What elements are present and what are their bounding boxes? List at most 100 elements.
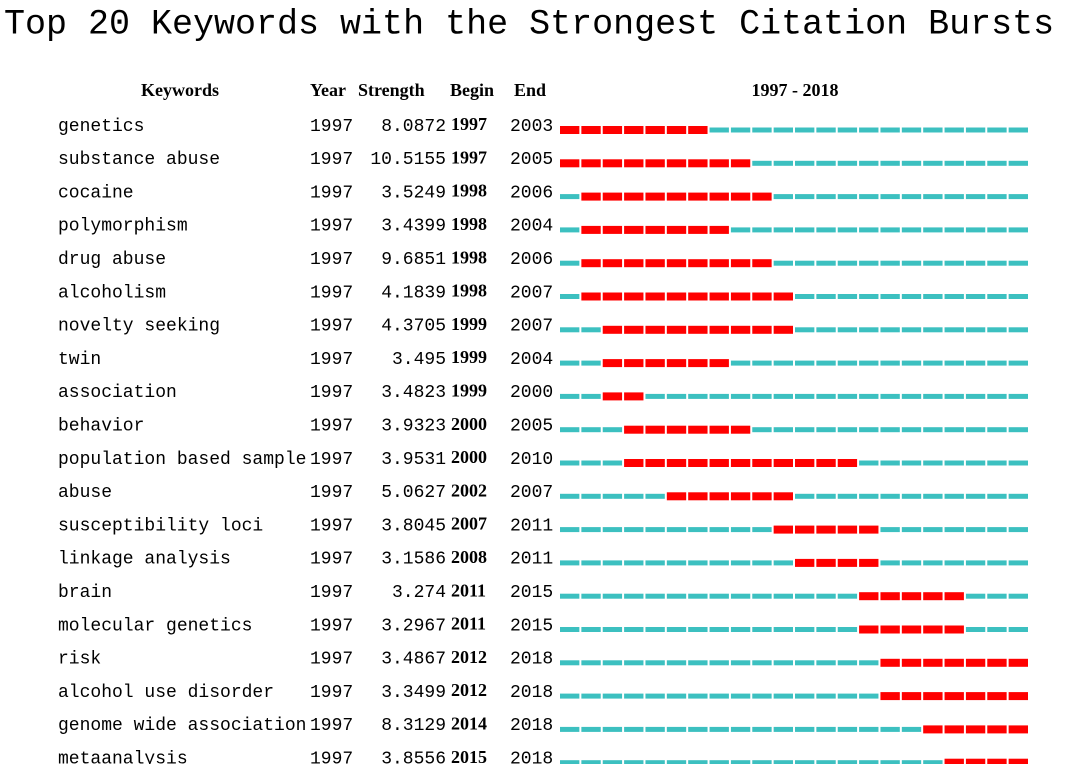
timeline-segment: [602, 760, 623, 764]
timeline-segment: [560, 593, 580, 599]
timeline-segment: [901, 760, 922, 764]
strength: 3.8556: [381, 749, 446, 764]
timeline-segment: [795, 660, 815, 666]
end: 2003: [510, 117, 553, 137]
burst-segment: [624, 126, 644, 134]
strength: 3.5249: [381, 183, 446, 203]
end: 2006: [510, 183, 553, 203]
burst-segment: [773, 292, 793, 301]
timeline-segment: [944, 294, 964, 299]
timeline-segment: [773, 260, 793, 266]
burst-segment: [666, 126, 687, 134]
timeline-segment: [859, 160, 879, 166]
begin: 1998: [451, 181, 487, 201]
burst-segment: [901, 625, 922, 634]
timeline-segment: [859, 260, 879, 266]
timeline-segment: [795, 726, 815, 732]
year: 1997: [310, 217, 353, 237]
timeline-segment: [752, 627, 772, 632]
timeline-segment: [795, 693, 815, 699]
timeline-segment: [1008, 260, 1028, 266]
burst-segment: [901, 658, 922, 667]
timeline-segment: [987, 627, 1007, 632]
timeline-segment: [730, 227, 751, 233]
timeline-segment: [730, 660, 751, 666]
timeline-segment: [795, 360, 815, 366]
burst-segment: [645, 459, 665, 467]
burst-segment: [688, 192, 708, 201]
timeline-segment: [752, 393, 772, 399]
burst-segment: [965, 658, 986, 667]
burst-segment: [901, 692, 922, 701]
timeline-segment: [688, 393, 708, 399]
burst-segment: [795, 525, 815, 534]
timeline-segment: [773, 693, 793, 699]
timeline-segment: [816, 327, 836, 333]
burst-segment: [624, 392, 644, 401]
timeline-segment: [795, 160, 815, 166]
timeline-segment: [859, 760, 879, 764]
timeline-segment: [880, 560, 900, 566]
burst-segment: [581, 225, 601, 234]
keyword: twin: [58, 350, 101, 370]
burst-segment: [645, 292, 665, 301]
timeline-segment: [688, 627, 708, 632]
timeline-segment: [1008, 627, 1028, 632]
timeline-segment: [1008, 593, 1028, 599]
begin: 2014: [451, 714, 487, 734]
timeline-segment: [1008, 393, 1028, 399]
timeline-segment: [923, 127, 943, 133]
timeline-segment: [880, 127, 900, 133]
timeline-segment: [923, 493, 943, 499]
timeline-segment: [987, 127, 1007, 133]
timeline-segment: [965, 527, 986, 533]
timeline-segment: [795, 593, 815, 599]
timeline-segment: [816, 194, 836, 200]
timeline-segment: [816, 693, 836, 699]
timeline-segment: [624, 527, 644, 533]
timeline-segment: [923, 393, 943, 399]
timeline-segment: [837, 726, 858, 732]
timeline-segment: [901, 260, 922, 266]
timeline-segment: [795, 260, 815, 266]
timeline-segment: [880, 760, 900, 764]
timeline-segment: [901, 227, 922, 233]
timeline-segment: [645, 760, 665, 764]
burst-segment: [816, 459, 836, 467]
keyword: polymorphism: [58, 217, 188, 237]
timeline-segment: [923, 460, 943, 466]
timeline-segment: [730, 560, 751, 566]
timeline-segment: [880, 160, 900, 166]
begin: 1997: [451, 147, 487, 167]
timeline-segment: [859, 127, 879, 133]
timeline-segment: [752, 360, 772, 366]
timeline-segment: [901, 360, 922, 366]
burst-segment: [730, 492, 751, 501]
timeline-segment: [923, 327, 943, 333]
timeline-segment: [944, 393, 964, 399]
timeline-segment: [901, 194, 922, 200]
begin: 2012: [451, 680, 487, 700]
begin: 2008: [451, 547, 487, 567]
timeline-segment: [987, 260, 1007, 266]
timeline-segment: [752, 560, 772, 566]
begin: 1998: [451, 247, 487, 267]
timeline-segment: [560, 227, 580, 233]
timeline-segment: [730, 527, 751, 533]
timeline-segment: [602, 726, 623, 732]
burst-segment: [837, 459, 858, 467]
timeline-segment: [666, 693, 687, 699]
timeline-segment: [795, 627, 815, 632]
end: 2018: [510, 716, 553, 736]
timeline-segment: [837, 627, 858, 632]
burst-segment: [752, 459, 772, 467]
begin: 2007: [451, 514, 487, 534]
timeline-segment: [560, 693, 580, 699]
keyword: susceptibility loci: [58, 516, 263, 536]
timeline-segment: [859, 427, 879, 433]
burst-segment: [666, 225, 687, 234]
keyword: molecular genetics: [58, 616, 252, 636]
timeline-segment: [965, 393, 986, 399]
strength: 3.4399: [381, 217, 446, 237]
header-cell: Keywords: [141, 80, 219, 100]
